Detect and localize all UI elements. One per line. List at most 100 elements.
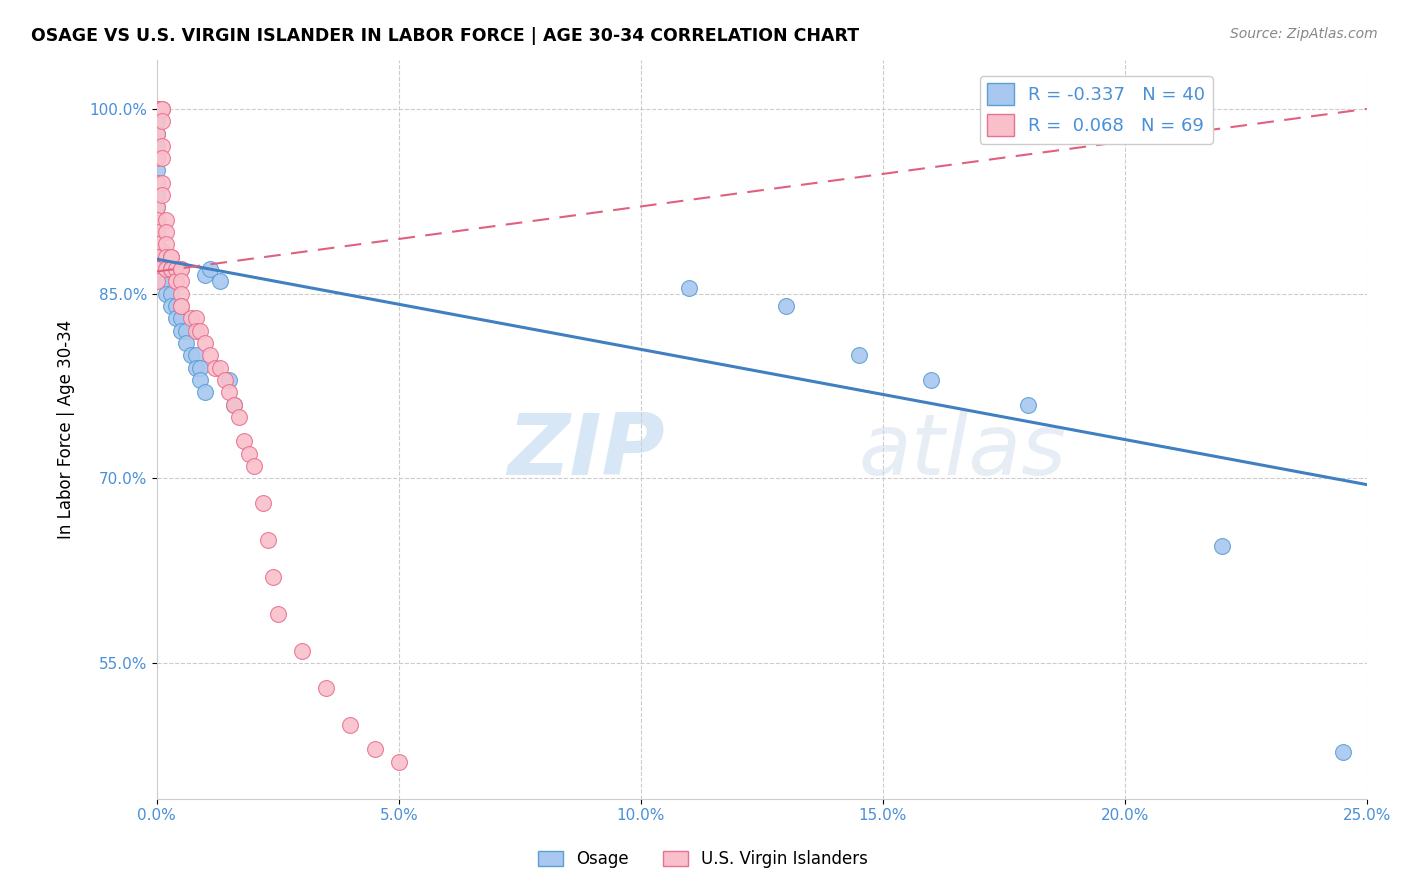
Point <box>224 398 246 412</box>
Point <box>194 335 217 350</box>
Point <box>146 201 169 215</box>
Point <box>208 360 231 375</box>
Point <box>155 250 177 264</box>
Point <box>150 244 173 258</box>
Point <box>1331 745 1354 759</box>
Point <box>146 151 169 165</box>
Point <box>180 311 202 326</box>
Legend: R = -0.337   N = 40, R =  0.068   N = 69: R = -0.337 N = 40, R = 0.068 N = 69 <box>980 76 1212 144</box>
Point <box>155 286 177 301</box>
Point <box>155 225 177 239</box>
Point <box>339 718 361 732</box>
Point <box>146 102 169 116</box>
Text: OSAGE VS U.S. VIRGIN ISLANDER IN LABOR FORCE | AGE 30-34 CORRELATION CHART: OSAGE VS U.S. VIRGIN ISLANDER IN LABOR F… <box>31 27 859 45</box>
Point <box>184 324 207 338</box>
Point <box>146 188 169 202</box>
Point <box>146 262 169 277</box>
Point <box>146 176 169 190</box>
Point <box>184 311 207 326</box>
Point <box>363 742 385 756</box>
Point <box>252 496 274 510</box>
Point <box>184 360 207 375</box>
Point <box>194 385 217 400</box>
Point <box>184 348 207 362</box>
Point <box>242 459 264 474</box>
Point <box>150 138 173 153</box>
Point <box>388 755 411 769</box>
Point <box>218 373 240 387</box>
Point <box>180 348 202 362</box>
Point <box>160 286 183 301</box>
Point <box>150 102 173 116</box>
Point <box>238 447 260 461</box>
Point <box>228 409 250 424</box>
Point <box>165 274 187 288</box>
Point <box>188 373 211 387</box>
Point <box>194 268 217 283</box>
Point <box>146 114 169 128</box>
Point <box>160 250 183 264</box>
Point <box>146 102 169 116</box>
Text: ZIP: ZIP <box>508 409 665 493</box>
Legend: Osage, U.S. Virgin Islanders: Osage, U.S. Virgin Islanders <box>531 844 875 875</box>
Point <box>170 286 193 301</box>
Point <box>198 348 221 362</box>
Point <box>146 250 169 264</box>
Point <box>165 299 187 313</box>
Point <box>165 262 187 277</box>
Point <box>146 138 169 153</box>
Point <box>155 237 177 252</box>
Point <box>170 262 193 277</box>
Point <box>150 114 173 128</box>
Point <box>267 607 290 621</box>
Point <box>160 262 183 277</box>
Point <box>165 274 187 288</box>
Point <box>155 212 177 227</box>
Point <box>224 398 246 412</box>
Point <box>291 644 314 658</box>
Point <box>146 274 169 288</box>
Point <box>170 299 193 313</box>
Point <box>232 434 254 449</box>
Point <box>146 127 169 141</box>
Point <box>775 299 797 313</box>
Point <box>146 102 169 116</box>
Point <box>146 176 169 190</box>
Text: atlas: atlas <box>859 409 1067 493</box>
Point <box>188 360 211 375</box>
Point <box>160 262 183 277</box>
Point <box>198 262 221 277</box>
Point <box>218 385 240 400</box>
Point <box>188 324 211 338</box>
Point <box>160 299 183 313</box>
Y-axis label: In Labor Force | Age 30-34: In Labor Force | Age 30-34 <box>58 319 75 539</box>
Point <box>146 262 169 277</box>
Point <box>146 127 169 141</box>
Point <box>146 250 169 264</box>
Point <box>150 274 173 288</box>
Point <box>150 176 173 190</box>
Point <box>257 533 280 547</box>
Point <box>160 250 183 264</box>
Point <box>678 280 700 294</box>
Point <box>146 102 169 116</box>
Point <box>920 373 942 387</box>
Point <box>146 237 169 252</box>
Point <box>155 274 177 288</box>
Point <box>165 311 187 326</box>
Point <box>170 324 193 338</box>
Point <box>146 102 169 116</box>
Point <box>146 151 169 165</box>
Point <box>208 274 231 288</box>
Point <box>150 102 173 116</box>
Point <box>170 274 193 288</box>
Point <box>170 262 193 277</box>
Point <box>150 151 173 165</box>
Point <box>174 335 197 350</box>
Point <box>146 102 169 116</box>
Point <box>1017 398 1039 412</box>
Point <box>146 102 169 116</box>
Point <box>146 212 169 227</box>
Point <box>146 102 169 116</box>
Point <box>204 360 226 375</box>
